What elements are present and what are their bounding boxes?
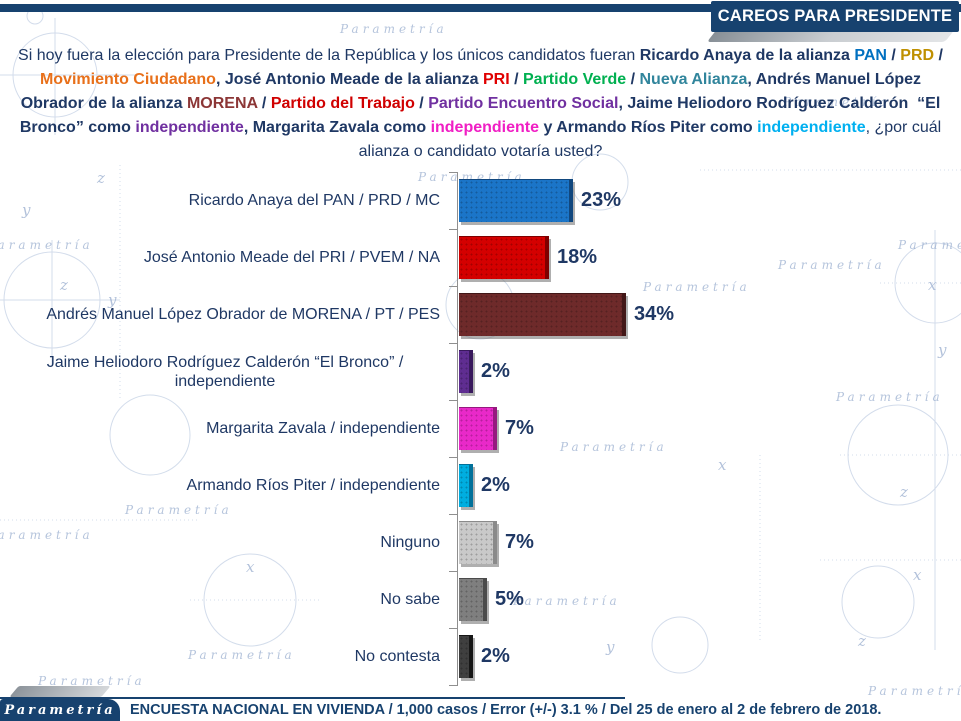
bar-0 [459, 179, 573, 222]
bar-7 [459, 578, 487, 621]
question-segment-24: independiente [757, 119, 866, 136]
question-segment-22: independiente [430, 119, 540, 136]
question-segment-11: / [626, 71, 640, 88]
bar-label-0: Ricardo Anaya del PAN / PRD / MC [188, 192, 440, 209]
question-segment-0: Si hoy fuera la elección para Presidente… [18, 47, 640, 64]
bar-row-8: No contesta 2% [0, 628, 961, 685]
bar-row-1: José Antonio Meade del PRI / PVEM / NA 18… [0, 229, 961, 286]
slide-title-banner: CAREOS PARA PRESIDENTE [711, 1, 959, 32]
survey-methodology-note: ENCUESTA NACIONAL EN VIVIENDA / 1,000 ca… [130, 702, 882, 718]
question-segment-23: y Armando Ríos Piter como [539, 119, 758, 136]
question-segment-15: / [257, 95, 271, 112]
bar-row-7: No sabe 5% [0, 571, 961, 628]
axis-tick-0 [449, 172, 458, 173]
axis-tick-5 [449, 457, 458, 458]
question-segment-25: , ¿por cuál alianza o candidato votaría … [358, 119, 946, 160]
question-segment-5: / [934, 47, 948, 64]
bar-label-8: No contesta [354, 648, 440, 665]
bar-6 [459, 521, 497, 564]
bar-1 [459, 236, 549, 279]
bar-3 [459, 350, 473, 393]
bar-row-5: Armando Ríos Piter / independiente 2% [0, 457, 961, 514]
bar-value-3: 2% [481, 359, 510, 382]
question-segment-14: MORENA [186, 95, 258, 112]
parametria-logo-text: Parametría [4, 702, 116, 718]
slide-title: CAREOS PARA PRESIDENTE [717, 7, 953, 25]
bar-row-2: Andrés Manuel López Obrador de MORENA / … [0, 286, 961, 343]
survey-question: Si hoy fuera la elección para Presidente… [18, 44, 943, 164]
bar-label-3: Jaime Heliodoro Rodríguez Calderón “El B… [46, 353, 404, 390]
question-segment-4: PRD [900, 47, 935, 64]
bar-value-4: 7% [505, 416, 534, 439]
bar-value-8: 2% [481, 644, 510, 667]
bar-value-7: 5% [495, 587, 524, 610]
question-segment-10: Partido Verde [523, 71, 627, 88]
footer-divider [0, 697, 625, 699]
bar-8 [459, 635, 473, 678]
bar-4 [459, 407, 497, 450]
bar-row-3: Jaime Heliodoro Rodríguez Calderón “El B… [0, 343, 961, 400]
question-segment-7: , José Antonio Meade de la alianza [215, 71, 483, 88]
question-segment-9: / [509, 71, 523, 88]
bar-2 [459, 293, 626, 336]
question-segment-2: PAN [854, 47, 887, 64]
bar-label-2: Andrés Manuel López Obrador de MORENA / … [46, 306, 440, 323]
chart-axis [457, 172, 458, 685]
axis-tick-2 [449, 286, 458, 287]
bar-value-6: 7% [505, 530, 534, 553]
axis-tick-9 [449, 685, 458, 686]
question-segment-17: / [414, 95, 429, 112]
logo-ribbon-shadow [9, 686, 111, 697]
bar-label-7: No sabe [380, 591, 440, 608]
question-segment-20: independiente [135, 119, 244, 136]
bar-value-1: 18% [557, 245, 598, 268]
question-segment-21: , Margarita Zavala como [243, 119, 431, 136]
question-segment-3: / [886, 47, 901, 64]
axis-tick-4 [449, 400, 458, 401]
axis-tick-1 [449, 229, 458, 230]
bar-value-0: 23% [581, 188, 622, 211]
axis-tick-3 [449, 343, 458, 344]
question-segment-6: Movimiento Ciudadano [39, 71, 216, 88]
bar-row-4: Margarita Zavala / independiente 7% [0, 400, 961, 457]
question-segment-19: , Jaime Heliodoro Rodríguez Calderón “El… [19, 95, 945, 136]
bar-label-5: Armando Ríos Piter / independiente [186, 477, 440, 494]
bar-value-2: 34% [634, 302, 675, 325]
bar-row-0: Ricardo Anaya del PAN / PRD / MC 23% [0, 172, 961, 229]
bar-value-5: 2% [481, 473, 510, 496]
question-segment-1: Ricardo Anaya de la alianza [639, 47, 855, 64]
question-segment-8: PRI [482, 71, 510, 88]
header-strip [0, 4, 961, 12]
axis-tick-8 [449, 628, 458, 629]
bar-5 [459, 464, 473, 507]
axis-tick-6 [449, 514, 458, 515]
axis-tick-7 [449, 571, 458, 572]
parametria-logo: Parametría [0, 699, 120, 721]
question-segment-13: , Andrés Manuel López Obrador de la alia… [20, 71, 926, 112]
question-segment-18: Partido Encuentro Social [428, 95, 619, 112]
bar-label-4: Margarita Zavala / independiente [206, 420, 440, 437]
bar-label-6: Ninguno [380, 534, 440, 551]
bar-row-6: Ninguno 7% [0, 514, 961, 571]
question-segment-12: Nueva Alianza [639, 71, 748, 88]
question-segment-16: Partido del Trabajo [270, 95, 415, 112]
bar-label-1: José Antonio Meade del PRI / PVEM / NA [143, 249, 440, 266]
